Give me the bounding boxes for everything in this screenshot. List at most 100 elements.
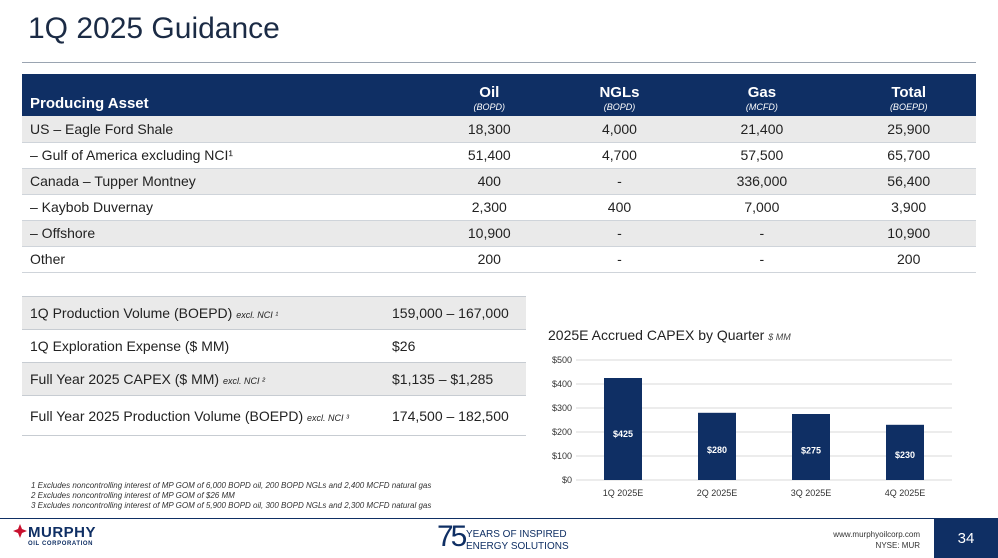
guidance-label-text: 1Q Production Volume (BOEPD) [30,305,233,321]
header-total: Total (BOEPD) [841,74,976,116]
cell-ngls: - [556,246,683,273]
cell-oil: 2,300 [422,194,557,221]
guidance-value: $26 [386,329,526,363]
bar-value-label: $280 [707,445,727,455]
footer-divider [0,518,998,519]
cell-total: 3,900 [841,194,976,221]
bar [604,378,642,480]
y-tick-label: $300 [552,403,572,413]
header-ngls-name: NGLs [599,84,640,101]
header-ngls-unit: (BOPD) [603,102,636,112]
header-gas-name: Gas [747,84,777,101]
row-label: – Kaybob Duvernay [22,194,422,221]
table-row: US – Eagle Ford Shale 18,300 4,000 21,40… [22,116,976,143]
logo-wordmark: MURPHY [28,524,97,541]
guidance-label: Full Year 2025 CAPEX ($ MM) excl. NCI ² [22,362,386,396]
table-row: – Offshore 10,900 - - 10,900 [22,220,976,247]
row-label: Canada – Tupper Montney [22,168,422,195]
guidance-note: excl. NCI ³ [307,412,350,423]
cell-gas: 57,500 [682,142,842,169]
anniversary-number: 75 [437,520,467,553]
header-gas: Gas (MCFD) [682,74,842,116]
cell-total: 10,900 [841,220,976,247]
cell-oil: 200 [422,246,557,273]
guidance-label-text: 1Q Exploration Expense ($ MM) [30,338,230,354]
asset-table-header: Producing Asset Oil (BOPD) NGLs (BOPD) Gas… [22,74,976,116]
cell-oil: 400 [422,168,557,195]
row-label: US – Eagle Ford Shale [22,116,422,143]
murphy-logo-icon [13,524,27,538]
cell-gas: - [682,246,842,273]
row-label: – Gulf of America excluding NCI¹ [22,142,422,169]
header-oil: Oil (BOPD) [422,74,557,116]
cell-total: 65,700 [841,142,976,169]
cell-total: 200 [841,246,976,273]
row-label: Other [22,246,422,273]
page-number: 34 [934,519,998,558]
header-oil-unit: (BOPD) [473,102,506,112]
cell-ngls: 400 [556,194,683,221]
anniversary-text: YEARS OF INSPIRED ENERGY SOLUTIONS [466,529,569,553]
capex-bar-chart: $0 $100 $200 $300 $400 $500 $425 1Q 2025E $280 2Q… [552,355,952,498]
y-tick-label: $0 [562,475,572,485]
chart-title-text: 2025E Accrued CAPEX by Quarter [548,327,765,343]
header-gas-unit: (MCFD) [745,102,778,112]
ticker: NYSE: MUR [875,541,920,550]
y-tick-label: $400 [552,379,572,389]
cell-ngls: 4,000 [556,116,683,143]
cell-total: 56,400 [841,168,976,195]
x-tick-label: 4Q 2025E [885,488,926,498]
website-link[interactable]: www.murphyoilcorp.com [833,530,920,539]
cell-ngls: - [556,220,683,247]
guidance-value: $1,135 – $1,285 [386,362,526,396]
guidance-label: Full Year 2025 Production Volume (BOEPD)… [22,395,386,436]
guidance-row: Full Year 2025 Production Volume (BOEPD)… [22,395,526,436]
producing-asset-table: Producing Asset Oil (BOPD) NGLs (BOPD) Gas… [22,74,976,273]
footnotes: 1 Excludes noncontrolling interest of MP… [31,481,431,511]
y-tick-label: $100 [552,451,572,461]
page-title: 1Q 2025 Guidance [28,12,280,45]
x-tick-label: 1Q 2025E [603,488,644,498]
guidance-note: excl. NCI ² [222,376,265,386]
table-row: – Gulf of America excluding NCI¹ 51,400 … [22,142,976,169]
anniversary-line-2: ENERGY SOLUTIONS [466,541,569,552]
cell-gas: 7,000 [682,194,842,221]
bar [886,424,924,480]
bar-value-label: $275 [801,445,821,455]
bar [792,414,830,480]
anniversary-line-1: YEARS OF INSPIRED [466,529,567,540]
table-row: Canada – Tupper Montney 400 - 336,000 56… [22,168,976,195]
cell-gas: 21,400 [682,116,842,143]
logo-subtitle: OIL CORPORATION [28,541,94,547]
cell-oil: 51,400 [422,142,557,169]
guidance-value: 159,000 – 167,000 [386,296,526,330]
header-oil-name: Oil [479,84,500,101]
header-total-name: Total [891,84,927,101]
header-total-unit: (BOEPD) [889,102,928,112]
x-tick-label: 3Q 2025E [791,488,832,498]
y-tick-label: $200 [552,427,572,437]
row-label: – Offshore [22,220,422,247]
guidance-label-text: Full Year 2025 CAPEX ($ MM) [30,371,220,387]
header-producing-asset: Producing Asset [22,74,422,116]
footnote-3: 3 Excludes noncontrolling interest of MP… [31,501,432,510]
header-ngls: NGLs (BOPD) [556,74,683,116]
bar-value-label: $230 [895,450,915,460]
footnote-2: 2 Excludes noncontrolling interest of MP… [31,491,235,500]
guidance-label-text: Full Year 2025 Production Volume (BOEPD) [30,407,304,424]
footnote-1: 1 Excludes noncontrolling interest of MP… [31,481,432,490]
guidance-row: 1Q Exploration Expense ($ MM) $26 [22,329,526,363]
bar [698,412,736,480]
chart-title-units: $ MM [768,332,791,342]
chart-title: 2025E Accrued CAPEX by Quarter $ MM [548,327,791,343]
cell-total: 25,900 [841,116,976,143]
guidance-row: 1Q Production Volume (BOEPD) excl. NCI ¹… [22,296,526,330]
y-tick-label: $500 [552,355,572,365]
guidance-note: excl. NCI ¹ [236,310,279,320]
cell-oil: 18,300 [422,116,557,143]
guidance-row: Full Year 2025 CAPEX ($ MM) excl. NCI ² … [22,362,526,396]
guidance-label: 1Q Production Volume (BOEPD) excl. NCI ¹ [22,296,386,330]
guidance-value: 174,500 – 182,500 [386,395,526,436]
cell-gas: 336,000 [682,168,842,195]
cell-ngls: 4,700 [556,142,683,169]
